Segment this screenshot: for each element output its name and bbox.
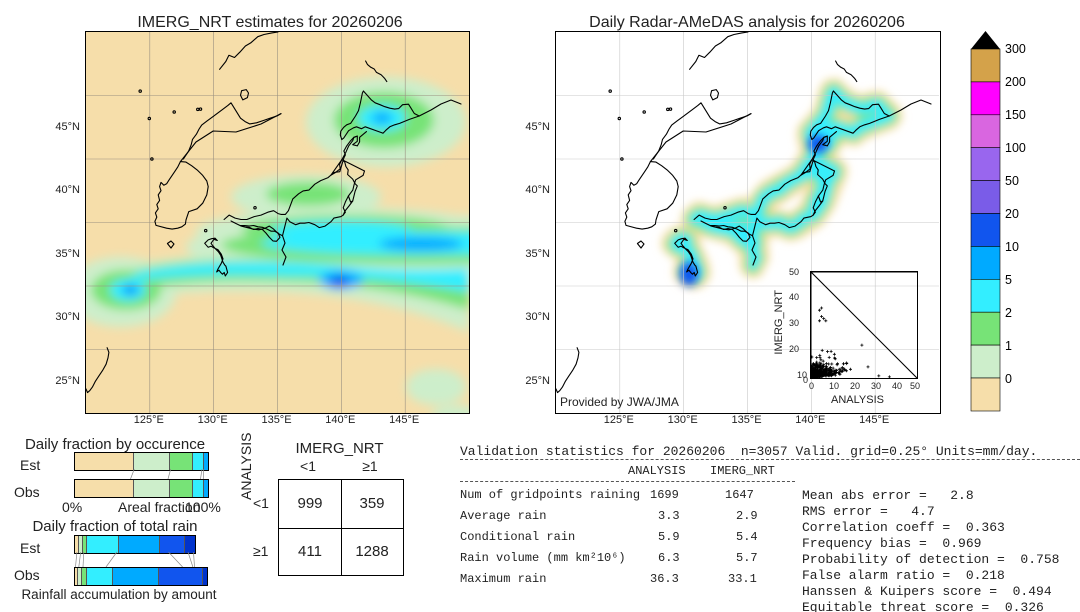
svg-text:300: 300	[1005, 42, 1026, 56]
svg-text:5: 5	[1005, 273, 1012, 287]
svg-text:50: 50	[1005, 174, 1019, 188]
svg-text:100: 100	[1005, 141, 1026, 155]
svg-text:150: 150	[1005, 108, 1026, 122]
svg-text:200: 200	[1005, 75, 1026, 89]
svg-text:0: 0	[1005, 372, 1012, 386]
svg-text:2: 2	[1005, 306, 1012, 320]
svg-text:20: 20	[1005, 207, 1019, 221]
svg-text:1: 1	[1005, 339, 1012, 353]
svg-text:10: 10	[1005, 240, 1019, 254]
